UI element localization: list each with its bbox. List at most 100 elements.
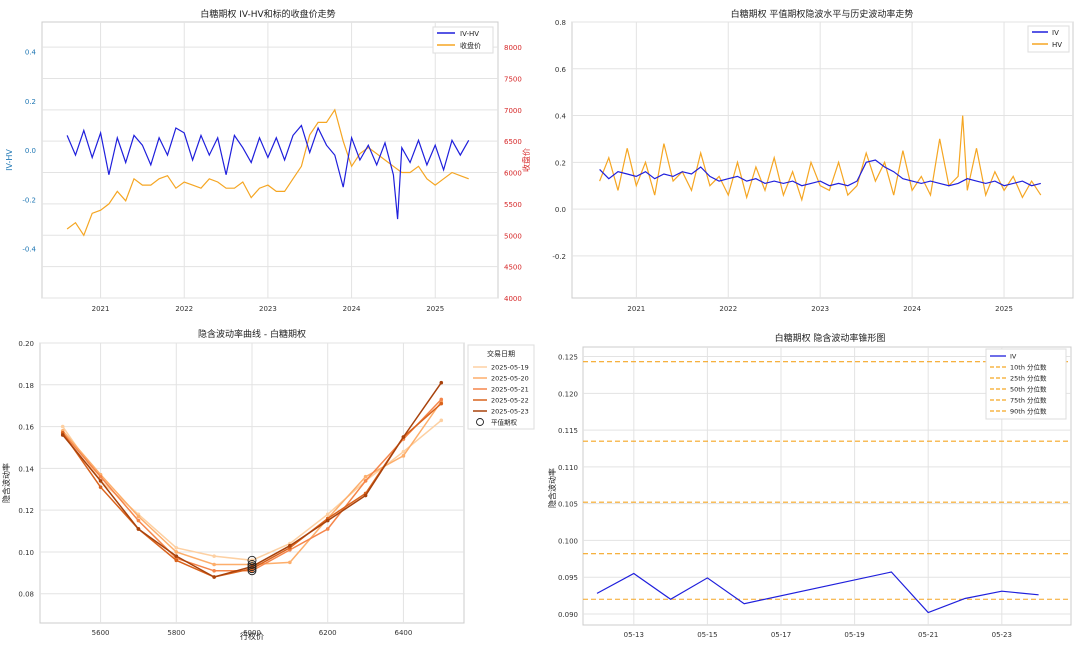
smile-point <box>174 558 179 563</box>
grid <box>40 342 464 623</box>
y-axis-ticks: 0.090 0.095 0.100 0.105 0.110 0.115 0.120 0.125 <box>558 354 578 619</box>
x-tick-label: 2025 <box>995 305 1013 313</box>
x-axis-ticks: 2021 2022 2023 2024 2025 <box>627 305 1013 313</box>
legend-box <box>985 348 1067 420</box>
y2-tick-label: 8000 <box>504 44 522 52</box>
x-tick-label: 6400 <box>395 629 413 637</box>
legend-swatch-atm <box>476 418 484 426</box>
y-tick-label: 0.08 <box>18 591 34 599</box>
y-tick-label: 0.16 <box>18 424 34 432</box>
y-tick-label: 0.090 <box>558 611 578 619</box>
x-tick-label: 2021 <box>627 305 645 313</box>
legend: IV-HV 收盘价 <box>432 26 494 54</box>
y-tick-label: 0.120 <box>558 390 578 398</box>
smile-point <box>401 454 406 458</box>
y-tick-label: 0.4 <box>25 49 37 57</box>
y2-tick-label: 5500 <box>504 201 522 209</box>
smile-point <box>60 424 65 429</box>
smile-point <box>439 418 444 423</box>
smile-point <box>136 527 141 531</box>
x-tick-label: 05-13 <box>624 631 644 639</box>
x-tick-label: 6200 <box>319 629 337 637</box>
x-tick-label: 2025 <box>426 305 444 313</box>
y-tick-label: 0.125 <box>558 354 578 362</box>
smile-point <box>174 545 179 550</box>
iv-line <box>596 571 1039 614</box>
y-tick-label: 0.8 <box>555 19 566 27</box>
legend-label: 75th 分位数 <box>1010 396 1047 405</box>
chart-title: 隐含波动率曲线 - 白糖期权 <box>198 328 306 340</box>
legend-label: 50th 分位数 <box>1010 385 1047 394</box>
plot-area <box>571 21 1074 299</box>
legend-title: 交易日期 <box>487 349 515 358</box>
x-axis-ticks: 2021 2022 2023 2024 2025 <box>92 305 445 313</box>
y-axis-ticks: -0.4 -0.2 0.0 0.2 0.4 <box>22 49 36 254</box>
smile-point <box>288 560 292 565</box>
x-tick-label: 2023 <box>811 305 829 313</box>
y2-tick-label: 5000 <box>504 232 522 240</box>
x-axis-ticks: 5600 5800 6000 6200 6400 <box>92 629 413 637</box>
x-tick-label: 2022 <box>175 305 193 313</box>
smile-point <box>174 554 179 558</box>
smile-point <box>363 493 368 498</box>
atm-markers <box>247 555 257 576</box>
y-axis-label: IV-HV <box>5 149 14 171</box>
legend-label-hv: HV <box>1052 41 1062 49</box>
smile-point <box>212 562 216 567</box>
x-tick-label: 2023 <box>259 305 277 313</box>
smile-point <box>98 479 103 483</box>
iv-smile-chart: 隐含波动率曲线 - 白糖期权 0.080.100.120.140.160.180… <box>1 328 535 641</box>
x-tick-label: 05-19 <box>844 631 864 639</box>
y-axis-label: 隐含波动率 <box>1 463 11 503</box>
legend-box <box>1027 25 1070 53</box>
y2-axis-ticks: 4000 4500 5000 5500 6000 6500 7000 7500 8000 <box>504 44 522 303</box>
y-tick-label: 0.0 <box>25 147 36 155</box>
x-tick-label: 6000 <box>243 629 261 637</box>
smile-point <box>325 527 330 531</box>
y-tick-label: 0.12 <box>18 507 34 515</box>
plot-area <box>582 346 1072 626</box>
smile-point <box>439 401 444 406</box>
iv-hv-chart: 白糖期权 平值期权隐波水平与历史波动率走势 -0.2 0.0 0.2 0.4 0.6 0.… <box>552 8 1074 313</box>
y2-tick-label: 7000 <box>504 107 522 115</box>
smile-point <box>212 554 216 558</box>
percentile-lines <box>583 361 1071 600</box>
x-tick-label: 05-23 <box>992 631 1012 639</box>
y-tick-label: 0.115 <box>558 427 578 435</box>
legend-label: 2025-05-21 <box>491 386 529 394</box>
y-tick-label: 0.2 <box>25 98 36 106</box>
smile-point <box>98 474 103 479</box>
y-tick-label: 0.2 <box>555 159 566 167</box>
y2-axis-label: 收盘价 <box>521 148 531 172</box>
y-tick-label: 0.4 <box>555 113 567 121</box>
y-axis-label: 隐含波动率 <box>547 468 557 508</box>
y-axis-ticks: 0.08 0.10 0.12 0.14 0.16 0.18 0.20 <box>18 340 34 599</box>
chart-title: 白糖期权 平值期权隐波水平与历史波动率走势 <box>731 8 914 20</box>
legend-label-close: 收盘价 <box>460 41 481 50</box>
smile-point <box>136 514 141 519</box>
hv-line <box>599 115 1042 202</box>
smile-point <box>363 479 368 483</box>
smile-point <box>136 518 141 523</box>
legend-label: 10th 分位数 <box>1010 363 1047 372</box>
y-tick-label: 0.20 <box>18 340 34 348</box>
legend-label: 2025-05-19 <box>491 364 529 372</box>
smile-point <box>212 575 216 579</box>
y-tick-label: 0.105 <box>558 501 578 509</box>
legend-box <box>432 26 494 54</box>
smile-point <box>60 433 65 437</box>
ivhv-line <box>66 124 470 220</box>
y-tick-label: 0.18 <box>18 382 34 390</box>
smile-point <box>439 397 444 402</box>
smile-point <box>439 380 444 385</box>
atm-marker <box>247 566 257 576</box>
y2-tick-label: 7500 <box>504 75 522 83</box>
legend: 交易日期 2025-05-19 2025-05-20 2025-05-21 2025-… <box>467 344 535 430</box>
chart-title: 白糖期权 IV-HV和标的收盘价走势 <box>200 8 335 20</box>
close-price-line <box>66 108 469 237</box>
legend-box <box>467 344 535 430</box>
legend-label: 平值期权 <box>491 418 518 427</box>
y2-tick-label: 4500 <box>504 264 522 272</box>
x-tick-label: 05-21 <box>918 631 938 639</box>
